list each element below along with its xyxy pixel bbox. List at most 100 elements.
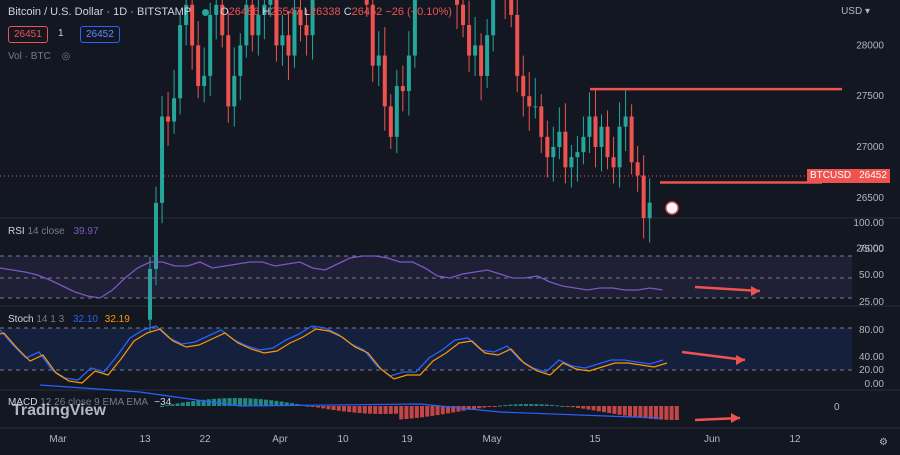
rsi-params: 14 close xyxy=(27,226,65,237)
high-label: H xyxy=(262,6,271,18)
macd-bar xyxy=(264,399,268,406)
arrowhead xyxy=(736,355,745,365)
candle-body xyxy=(412,0,417,56)
eye-icon[interactable]: ◎ xyxy=(61,51,71,62)
event-marker xyxy=(665,201,679,215)
settings-icon[interactable]: ⚙ xyxy=(879,437,888,448)
macd-bar xyxy=(466,406,471,410)
candle-body xyxy=(521,75,526,97)
candle-body xyxy=(599,126,604,147)
candle-body xyxy=(376,55,381,66)
macd-bar xyxy=(253,398,258,406)
macd-bar xyxy=(180,402,185,406)
macd-bar xyxy=(628,406,632,417)
rsi-band xyxy=(0,256,852,298)
rsi-axis-label: 25.00 xyxy=(859,297,884,308)
macd-bar xyxy=(539,404,544,406)
macd-bar xyxy=(175,403,180,406)
annotation-arrow xyxy=(681,350,746,362)
candle-body xyxy=(394,86,399,137)
candle-body xyxy=(208,14,213,76)
macd-bar xyxy=(446,406,450,414)
candle-body xyxy=(226,35,231,107)
macd-bar xyxy=(362,406,367,414)
candle-body xyxy=(635,162,640,176)
candle-body xyxy=(388,106,393,137)
macd-bar xyxy=(383,406,388,414)
candle-body xyxy=(178,25,183,99)
macd-bar xyxy=(336,406,341,411)
macd-bar xyxy=(425,406,430,417)
annotation-arrow xyxy=(694,285,761,293)
rsi-axis-label: 75.00 xyxy=(859,244,884,255)
candle-body xyxy=(250,4,255,36)
rsi-axis-label: 100.00 xyxy=(853,218,884,229)
close-value: 26452 xyxy=(351,6,383,18)
macd-bar xyxy=(513,404,518,406)
macd-bar xyxy=(674,406,679,420)
macd-bar xyxy=(394,406,398,414)
macd-bar xyxy=(222,398,227,406)
spread-value: 1 xyxy=(58,28,64,39)
candle-body xyxy=(461,4,466,26)
macd-bar xyxy=(305,405,310,407)
currency-selector[interactable]: USD ▾ xyxy=(841,6,870,17)
candle-body xyxy=(581,136,586,153)
candle-body xyxy=(455,0,460,5)
macd-bar xyxy=(492,406,497,407)
candle-body xyxy=(400,86,405,92)
buy-price-button[interactable]: 26452 xyxy=(80,26,120,43)
macd-bar xyxy=(186,401,190,406)
close-label: C xyxy=(343,6,352,18)
candle-body xyxy=(166,116,171,122)
tradingview-logo[interactable]: TradingView xyxy=(12,402,106,420)
macd-params: 12 26 close 9 EMA EMA xyxy=(40,397,148,408)
candle-body xyxy=(527,96,532,107)
rsi-legend[interactable]: RSI 14 close 39.97 xyxy=(8,226,99,237)
stoch-k-line xyxy=(0,325,664,381)
candle-body xyxy=(262,4,267,15)
macd-bar xyxy=(638,406,643,418)
stoch-legend[interactable]: Stoch 14 1 3 32.10 32.19 xyxy=(8,314,130,325)
stoch-band xyxy=(0,328,852,370)
time-axis-label: 13 xyxy=(139,434,151,445)
macd-legend[interactable]: MACD 12 26 close 9 EMA EMA −34 xyxy=(8,397,171,408)
time-axis-label: 12 xyxy=(789,434,801,445)
candle-body xyxy=(587,116,592,137)
stoch-axis-label: 40.00 xyxy=(859,352,884,363)
chevron-down-icon: ▾ xyxy=(862,6,870,17)
rsi-line xyxy=(0,255,663,299)
open-value: 26486 xyxy=(228,6,260,18)
volume-label: Vol · BTC xyxy=(8,51,51,62)
market-status-dot xyxy=(202,8,210,16)
sell-price-button[interactable]: 26451 xyxy=(8,26,48,43)
macd-bar xyxy=(160,406,164,407)
macd-bar xyxy=(586,406,591,410)
time-axis-label: 19 xyxy=(401,434,413,445)
candle-body xyxy=(220,4,225,36)
volume-indicator[interactable]: Vol · BTC ◎ xyxy=(8,51,70,62)
low-value: 26338 xyxy=(310,6,341,18)
symbol-header: Bitcoin / U.S. Dollar · 1D · BITSTAMP O2… xyxy=(8,6,452,18)
rsi-axis-label: 50.00 xyxy=(859,270,884,281)
symbol-title[interactable]: Bitcoin / U.S. Dollar · 1D · BITSTAMP xyxy=(8,6,191,18)
candle-body xyxy=(605,126,610,158)
macd-bar xyxy=(165,405,170,407)
candle-body xyxy=(202,75,207,87)
macd-line xyxy=(39,384,661,419)
candle-body xyxy=(304,25,309,36)
macd-bar xyxy=(191,401,196,406)
macd-bar xyxy=(321,406,326,409)
stoch-k-value: 32.10 xyxy=(72,314,98,325)
macd-bar xyxy=(498,405,502,407)
logo-text: TradingView xyxy=(12,402,106,419)
macd-bar xyxy=(420,406,424,418)
macd-bar xyxy=(602,406,606,413)
candle-body xyxy=(196,45,201,87)
macd-bar xyxy=(555,405,560,407)
macd-bar xyxy=(544,404,549,406)
candle-body xyxy=(364,0,369,5)
stoch-axis-label: 80.00 xyxy=(859,325,884,336)
